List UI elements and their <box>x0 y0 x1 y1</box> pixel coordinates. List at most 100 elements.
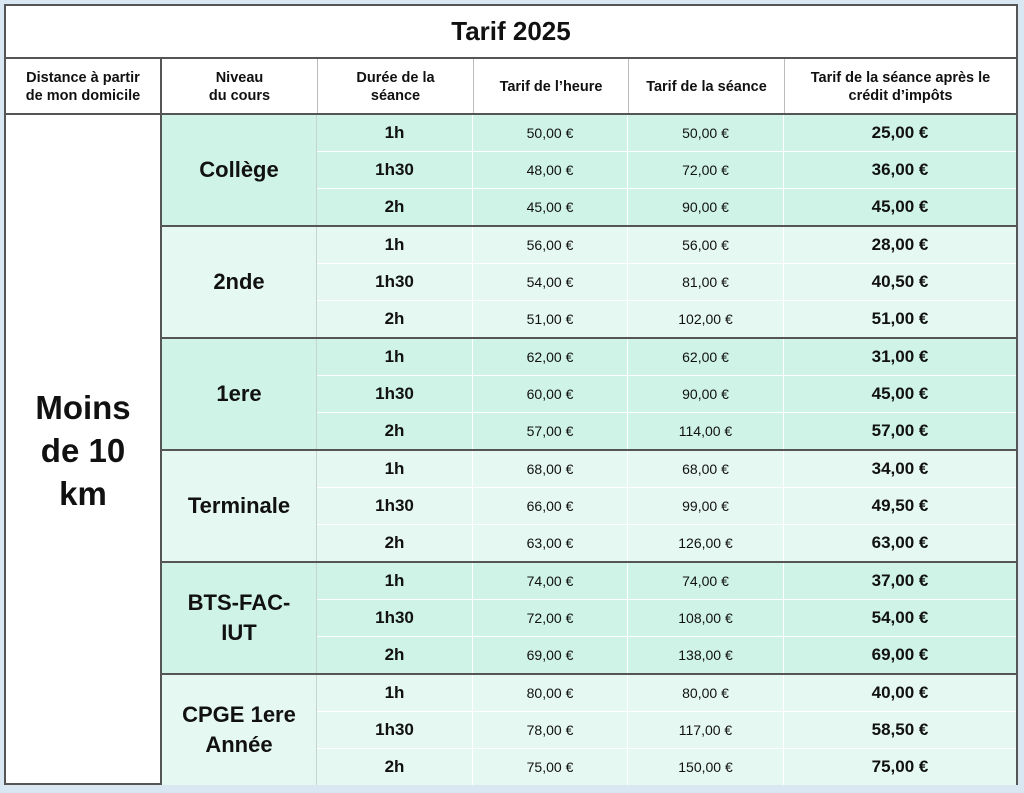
duration-cell: 2h <box>317 301 473 337</box>
header-tarif-seance: Tarif de la séance <box>629 59 785 115</box>
session-rate-cell: 74,00 € <box>628 563 784 599</box>
session-rate-cell: 81,00 € <box>628 264 784 300</box>
session-rate-cell: 150,00 € <box>628 749 784 785</box>
hourly-rate-cell: 66,00 € <box>473 488 628 524</box>
table-row: 1h 74,00 €74,00 €37,00 € <box>317 563 1016 600</box>
duration-cell: 1h30 <box>317 376 473 412</box>
after-credit-cell: 25,00 € <box>871 123 929 142</box>
table-row: 1h30 48,00 €72,00 € 36,00 € <box>317 152 1016 189</box>
hourly-rate-cell: 57,00 € <box>473 413 628 449</box>
table-row: 2h 57,00 €114,00 €57,00 € <box>317 413 1016 449</box>
after-credit-cell: 36,00 € <box>871 160 929 179</box>
duration-cell: 1h30 <box>317 264 473 300</box>
hourly-rate-cell: 45,00 € <box>473 189 628 225</box>
table-row: 1h30 66,00 €99,00 € 49,50 € <box>317 488 1016 525</box>
after-credit-cell: 51,00 € <box>871 309 929 328</box>
hourly-rate-cell: 78,00 € <box>473 712 628 748</box>
table-row: 1h 68,00 €68,00 €34,00 € <box>317 451 1016 488</box>
duration-rows: 1h 56,00 €56,00 €28,00 €1h30 54,00 €81,00 … <box>317 227 1016 337</box>
duration-cell: 1h30 <box>317 600 473 636</box>
table-row: 1h30 72,00 €108,00 € 54,00 € <box>317 600 1016 637</box>
table-row: 2h 51,00 €102,00 €51,00 € <box>317 301 1016 337</box>
after-credit-cell: 63,00 € <box>871 533 929 552</box>
duration-rows: 1h 80,00 €80,00 €40,00 €1h30 78,00 €117,00… <box>317 675 1016 785</box>
table-row: 1h 56,00 €56,00 €28,00 € <box>317 227 1016 264</box>
session-rate-cell: 138,00 € <box>628 637 784 673</box>
hourly-rate-cell: 80,00 € <box>473 675 628 711</box>
after-credit-cell: 45,00 € <box>871 384 929 403</box>
level-label: 1ere <box>162 339 317 449</box>
after-credit-cell: 58,50 € <box>871 720 929 739</box>
table-row: 2h 63,00 €126,00 €63,00 € <box>317 525 1016 561</box>
duration-cell: 2h <box>317 413 473 449</box>
duration-cell: 1h30 <box>317 488 473 524</box>
level-label: CPGE 1ere Année <box>162 675 317 785</box>
level-group: BTS-FAC- IUT 1h 74,00 €74,00 €37,00 €1h30 7… <box>162 563 1016 675</box>
level-label: Terminale <box>162 451 317 561</box>
hourly-rate-cell: 54,00 € <box>473 264 628 300</box>
after-credit-cell: 40,50 € <box>871 272 929 291</box>
after-credit-cell: 75,00 € <box>871 757 929 776</box>
after-credit-cell: 45,00 € <box>871 197 929 216</box>
duration-rows: 1h 68,00 €68,00 €34,00 €1h30 66,00 €99,00 … <box>317 451 1016 561</box>
duration-cell: 1h30 <box>317 152 473 188</box>
duration-cell: 2h <box>317 749 473 785</box>
header-duree: Durée de la séance <box>318 59 474 115</box>
session-rate-cell: 50,00 € <box>628 115 784 151</box>
hourly-rate-cell: 48,00 € <box>473 152 628 188</box>
hourly-rate-cell: 68,00 € <box>473 451 628 487</box>
after-credit-cell: 28,00 € <box>871 235 929 254</box>
after-credit-cell: 40,00 € <box>871 683 929 702</box>
hourly-rate-cell: 60,00 € <box>473 376 628 412</box>
session-rate-cell: 62,00 € <box>628 339 784 375</box>
session-rate-cell: 108,00 € <box>628 600 784 636</box>
table-row: 2h 75,00 €150,00 €75,00 € <box>317 749 1016 785</box>
session-rate-cell: 114,00 € <box>628 413 784 449</box>
hourly-rate-cell: 75,00 € <box>473 749 628 785</box>
session-rate-cell: 102,00 € <box>628 301 784 337</box>
duration-cell: 1h <box>317 451 473 487</box>
after-credit-cell: 31,00 € <box>871 347 929 366</box>
table-row: 2h 69,00 €138,00 €69,00 € <box>317 637 1016 673</box>
tariff-table: Tarif 2025 Distance à partir de mon domi… <box>4 4 1018 785</box>
after-credit-cell: 49,50 € <box>871 496 929 515</box>
duration-cell: 1h <box>317 339 473 375</box>
after-credit-cell: 34,00 € <box>871 459 929 478</box>
level-group: Collège 1h 50,00 €50,00 €25,00 €1h30 48,00 … <box>162 115 1016 227</box>
header-tarif-heure: Tarif de l’heure <box>474 59 629 115</box>
duration-cell: 1h <box>317 115 473 151</box>
duration-cell: 2h <box>317 637 473 673</box>
session-rate-cell: 72,00 € <box>628 152 784 188</box>
hourly-rate-cell: 63,00 € <box>473 525 628 561</box>
session-rate-cell: 56,00 € <box>628 227 784 263</box>
session-rate-cell: 117,00 € <box>628 712 784 748</box>
session-rate-cell: 80,00 € <box>628 675 784 711</box>
duration-cell: 2h <box>317 525 473 561</box>
level-label: BTS-FAC- IUT <box>162 563 317 673</box>
duration-cell: 1h <box>317 675 473 711</box>
header-tarif-credit: Tarif de la séance après le crédit d’imp… <box>810 70 991 104</box>
session-rate-cell: 90,00 € <box>628 189 784 225</box>
table-row: 1h30 54,00 €81,00 € 40,50 € <box>317 264 1016 301</box>
duration-cell: 2h <box>317 189 473 225</box>
level-label: Collège <box>162 115 317 225</box>
distance-cell: Moins de 10 km <box>6 115 162 785</box>
header-niveau: Niveau du cours <box>162 59 318 115</box>
header-distance: Distance à partir de mon domicile <box>6 59 162 115</box>
table-title: Tarif 2025 <box>6 6 1016 59</box>
hourly-rate-cell: 56,00 € <box>473 227 628 263</box>
duration-cell: 1h <box>317 563 473 599</box>
hourly-rate-cell: 62,00 € <box>473 339 628 375</box>
table-row: 1h30 78,00 €117,00 € 58,50 € <box>317 712 1016 749</box>
level-group: 1ere 1h 62,00 €62,00 €31,00 €1h30 60,00 €90… <box>162 339 1016 451</box>
duration-rows: 1h 74,00 €74,00 €37,00 €1h30 72,00 €108,00… <box>317 563 1016 673</box>
duration-rows: 1h 50,00 €50,00 €25,00 €1h30 48,00 €72,00 … <box>317 115 1016 225</box>
session-rate-cell: 90,00 € <box>628 376 784 412</box>
duration-rows: 1h 62,00 €62,00 €31,00 €1h30 60,00 €90,00 … <box>317 339 1016 449</box>
hourly-rate-cell: 74,00 € <box>473 563 628 599</box>
duration-cell: 1h30 <box>317 712 473 748</box>
after-credit-cell: 69,00 € <box>871 645 929 664</box>
after-credit-cell: 37,00 € <box>871 571 929 590</box>
table-row: 1h 50,00 €50,00 €25,00 € <box>317 115 1016 152</box>
table-row: 1h 80,00 €80,00 €40,00 € <box>317 675 1016 712</box>
